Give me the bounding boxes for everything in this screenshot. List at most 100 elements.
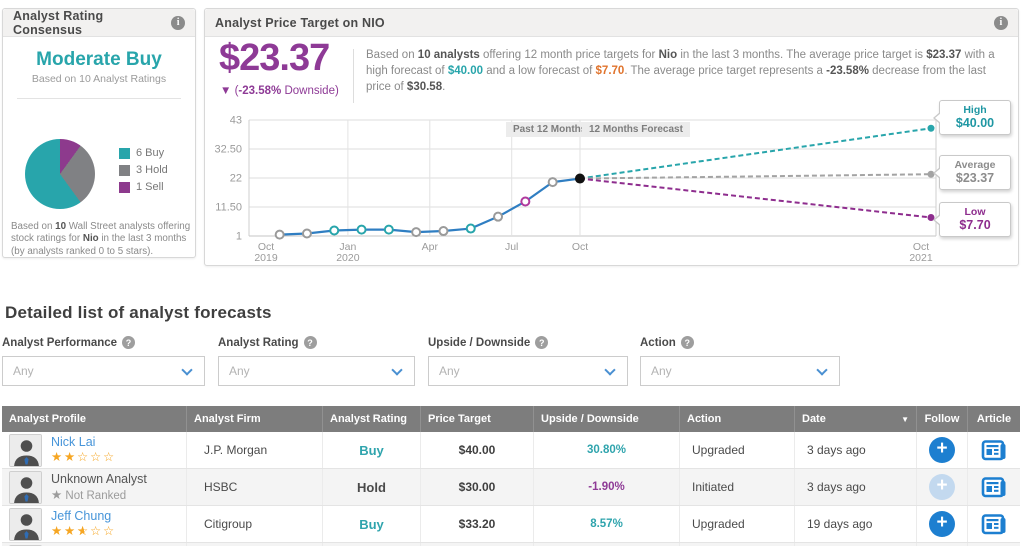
analyst-name-link[interactable]: Jeff Chung (51, 509, 112, 524)
analyst-name-link[interactable]: Unknown Analyst (51, 472, 147, 486)
table-row: Unknown Analyst ★ Not Ranked HSBC Hold $3… (2, 469, 1020, 506)
column-header-action[interactable]: Action (680, 406, 795, 432)
column-header-analyst-firm[interactable]: Analyst Firm (187, 406, 323, 432)
table-row: Nick Lai ★ ★ ☆ ☆ ☆ J.P. Morgan Buy $40.00 30.… (2, 432, 1020, 469)
follow-plus-button[interactable]: + (929, 474, 955, 500)
legend-item-hold: 3 Hold (119, 164, 168, 176)
star-gray-icon: ★ (51, 487, 63, 502)
analyst-profile-cell: Unknown Analyst ★ Not Ranked (2, 469, 187, 505)
analyst-rating-cell: Buy (323, 432, 421, 468)
star-empty-icon: ☆ (90, 449, 102, 465)
consensus-rating: Moderate Buy (36, 49, 162, 70)
divider (353, 49, 354, 103)
legend-item-sell: 1 Sell (119, 181, 168, 193)
star-filled-icon: ★ (64, 449, 76, 465)
analyst-star-rating: ★ ★ ☆ ☆ ☆ (51, 449, 116, 465)
follow-plus-button[interactable]: + (929, 511, 955, 537)
table-row: Jeff Chung★★☆★☆☆ Citigroup Buy $33.20 8.… (2, 506, 1020, 543)
follow-plus-button[interactable]: + (929, 437, 955, 463)
column-header-article[interactable]: Article (976, 413, 1012, 425)
upside-downside-select[interactable]: Any (428, 356, 628, 386)
analyst-profile-cell: Nick Lai ★ ★ ☆ ☆ ☆ (2, 432, 187, 468)
help-icon[interactable]: ? (122, 336, 136, 349)
svg-text:2019: 2019 (254, 252, 278, 264)
analyst-firm-cell: J.P. Morgan (187, 432, 323, 468)
action-select[interactable]: Any (640, 356, 840, 386)
price-target-cell: $30.00 (421, 469, 534, 505)
analyst-avatar (10, 508, 41, 540)
forecasts-section-title: Detailed list of analyst forecasts (5, 303, 272, 322)
legend-item-buy: 6 Buy (119, 147, 168, 159)
star-empty-icon: ☆ (77, 449, 89, 465)
svg-text:2021: 2021 (909, 252, 933, 264)
analyst-price-target-panel: Analyst Price Target on NIO i $23.37 ▼ (… (204, 8, 1019, 266)
analyst-performance-select[interactable]: Any (2, 356, 205, 386)
article-icon[interactable] (981, 511, 1008, 538)
chevron-down-icon (604, 364, 616, 376)
follow-cell: + (917, 432, 968, 468)
analyst-profile-cell: Jeff Chung★★☆★☆☆ (2, 506, 187, 542)
consensus-footnote: Based on 10 Wall Street analysts offerin… (11, 221, 191, 257)
analyst-rating-cell: Buy (323, 506, 421, 542)
average-forecast-callout: Average $23.37 (933, 155, 1011, 190)
star-half-icon: ☆★ (77, 523, 89, 539)
consensus-panel-header: Analyst Rating Consensus i (3, 9, 195, 37)
12-months-forecast-label: 12 Months Forecast (582, 122, 690, 137)
past-12-months-label: Past 12 Months (506, 122, 594, 137)
analyst-rating-consensus-panel: Analyst Rating Consensus i Moderate Buy … (2, 8, 196, 258)
chevron-down-icon (816, 364, 828, 376)
article-cell (968, 469, 1020, 505)
analyst-forecasts-table: Analyst Profile Analyst Firm Analyst Rat… (2, 406, 1020, 546)
analyst-rating-select[interactable]: Any (218, 356, 415, 386)
analyst-name-link[interactable]: Nick Lai (51, 435, 96, 450)
filter-upside-downside: Upside / Downside? Any (428, 336, 628, 386)
column-header-analyst-profile[interactable]: Analyst Profile (2, 406, 187, 432)
svg-text:Oct: Oct (913, 241, 929, 253)
ratings-legend: 6 Buy 3 Hold 1 Sell (119, 147, 168, 198)
downside-percent: ▼ (-23.58% Downside) (220, 85, 339, 97)
upside-downside-cell: -1.90% (534, 469, 680, 505)
follow-cell: + (917, 469, 968, 505)
date-cell: 19 days ago (795, 506, 917, 542)
article-icon[interactable] (981, 437, 1008, 464)
consensus-subtitle: Based on 10 Analyst Ratings (31, 73, 167, 85)
column-header-date[interactable]: Date ▼ (795, 406, 917, 432)
article-cell (968, 506, 1020, 542)
date-cell: 3 days ago (795, 432, 917, 468)
svg-text:1: 1 (236, 231, 242, 243)
sort-desc-icon: ▼ (901, 414, 909, 424)
buy-swatch (119, 147, 130, 159)
table-body: Nick Lai ★ ★ ☆ ☆ ☆ J.P. Morgan Buy $40.00 30.… (2, 432, 1020, 546)
column-header-upside-downside[interactable]: Upside / Downside (534, 406, 680, 432)
svg-text:2020: 2020 (336, 252, 360, 264)
star-empty-icon: ☆ (90, 523, 102, 539)
high-forecast-callout: High $40.00 (933, 100, 1011, 135)
price-target-cell: $40.00 (421, 432, 534, 468)
analyst-rating-cell: Hold (323, 469, 421, 505)
info-icon[interactable]: i (171, 15, 185, 30)
svg-text:11.50: 11.50 (215, 202, 242, 214)
svg-text:Apr: Apr (422, 241, 439, 253)
not-ranked-label: ★ Not Ranked (51, 487, 127, 502)
help-icon[interactable]: ? (535, 336, 549, 349)
star-empty-icon: ☆ (103, 523, 115, 539)
ratings-pie-chart (25, 139, 95, 209)
article-icon[interactable] (981, 474, 1008, 501)
price-target-cell: $33.20 (421, 506, 534, 542)
column-header-follow[interactable]: Follow (917, 406, 968, 432)
info-icon[interactable]: i (994, 15, 1008, 30)
column-header-analyst-rating[interactable]: Analyst Rating (323, 406, 421, 432)
filter-analyst-rating: Analyst Rating? Any (218, 336, 415, 386)
action-cell: Upgraded (680, 432, 795, 468)
analyst-star-rating: ★★☆★☆☆ (51, 523, 116, 539)
low-forecast-callout: Low $7.70 (933, 202, 1011, 237)
chevron-down-icon (181, 364, 193, 376)
price-target-panel-title: Analyst Price Target on NIO (215, 15, 385, 30)
column-header-price-target[interactable]: Price Target (421, 406, 534, 432)
svg-text:22: 22 (230, 173, 242, 185)
date-cell: 3 days ago (795, 469, 917, 505)
divider (17, 98, 181, 99)
help-icon[interactable]: ? (680, 336, 694, 349)
help-icon[interactable]: ? (303, 336, 317, 349)
svg-text:Oct: Oct (572, 241, 588, 253)
